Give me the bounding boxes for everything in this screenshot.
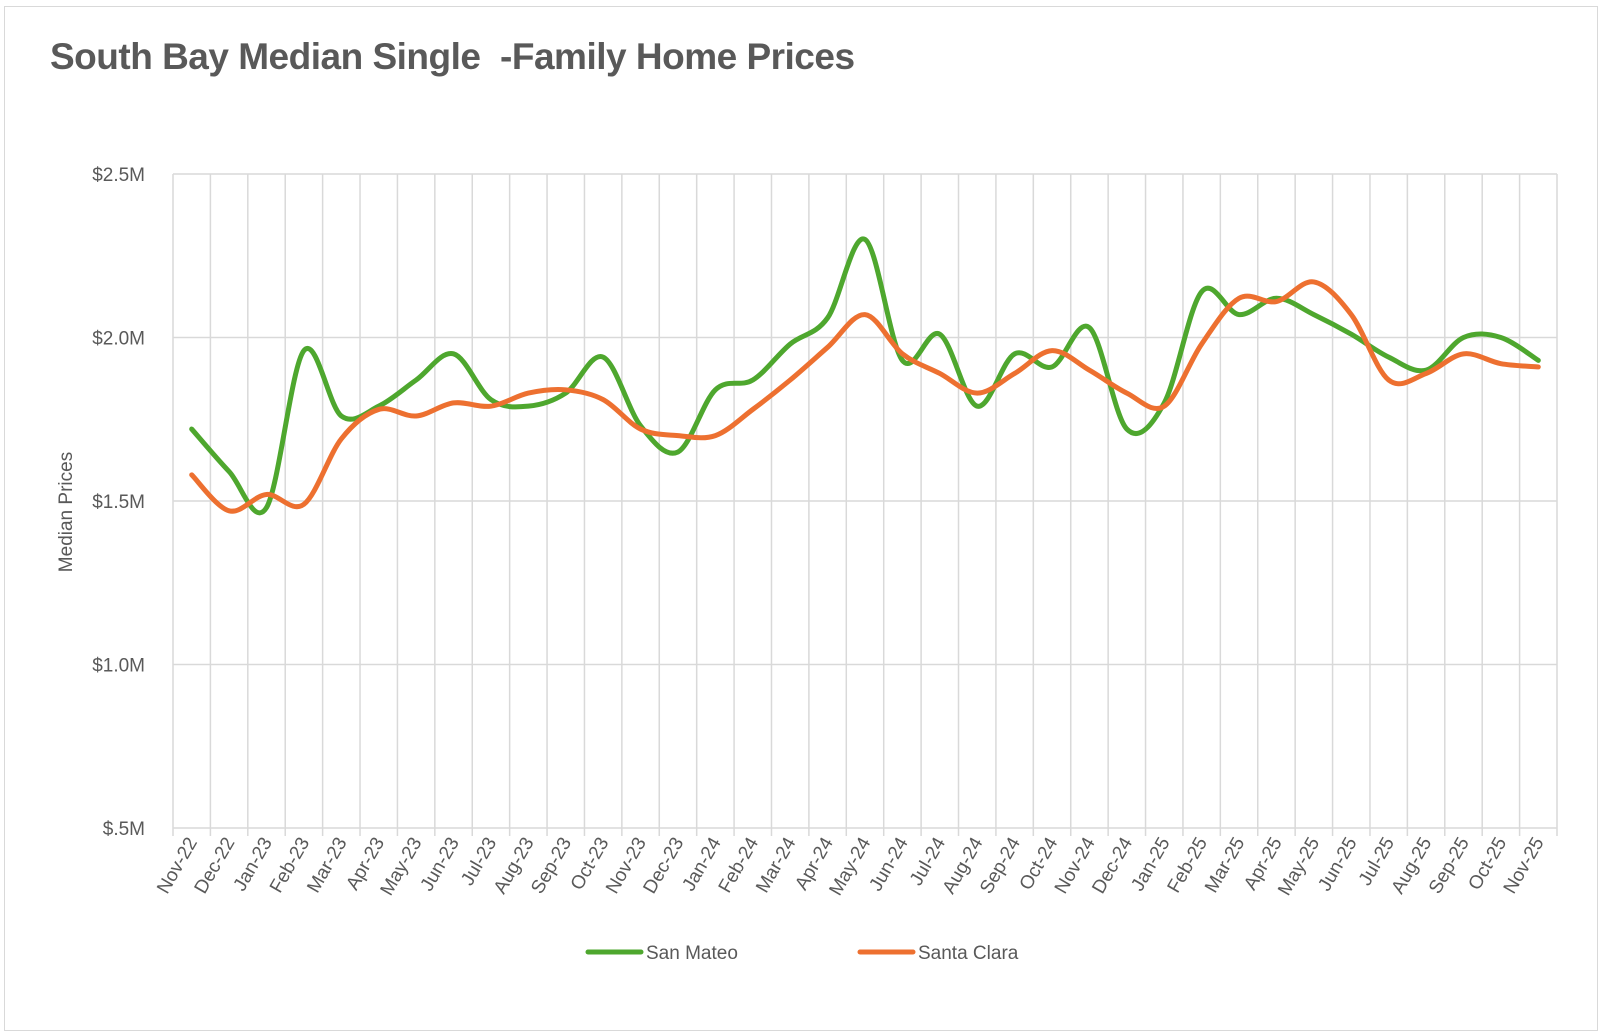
y-axis: $2.5M $2.0M $1.5M $1.0M $.5M bbox=[92, 165, 145, 840]
chart-title: South Bay Median Single -Family Home Pri… bbox=[50, 36, 855, 77]
chart-frame bbox=[4, 6, 1598, 1031]
legend-label: Santa Clara bbox=[918, 943, 1019, 964]
y-tick-label: $1.0M bbox=[92, 656, 145, 677]
y-axis-label: Median Prices bbox=[56, 452, 77, 572]
y-tick-label: $1.5M bbox=[92, 492, 145, 513]
gridlines bbox=[172, 173, 1558, 836]
y-tick-label: $2.0M bbox=[92, 329, 145, 350]
series-line-san-mateo bbox=[189, 236, 1541, 516]
legend: San Mateo Santa Clara bbox=[585, 943, 1019, 964]
y-tick-label: $.5M bbox=[103, 819, 145, 840]
series-lines bbox=[189, 236, 1541, 516]
x-tick-label: Jun-24 bbox=[865, 834, 912, 895]
series-line-santa-clara bbox=[189, 279, 1541, 514]
y-tick-label: $2.5M bbox=[92, 165, 145, 186]
x-axis: Nov-22Dec-22Jan-23Feb-23Mar-23Apr-23May-… bbox=[153, 834, 1548, 900]
legend-label: San Mateo bbox=[646, 943, 738, 964]
